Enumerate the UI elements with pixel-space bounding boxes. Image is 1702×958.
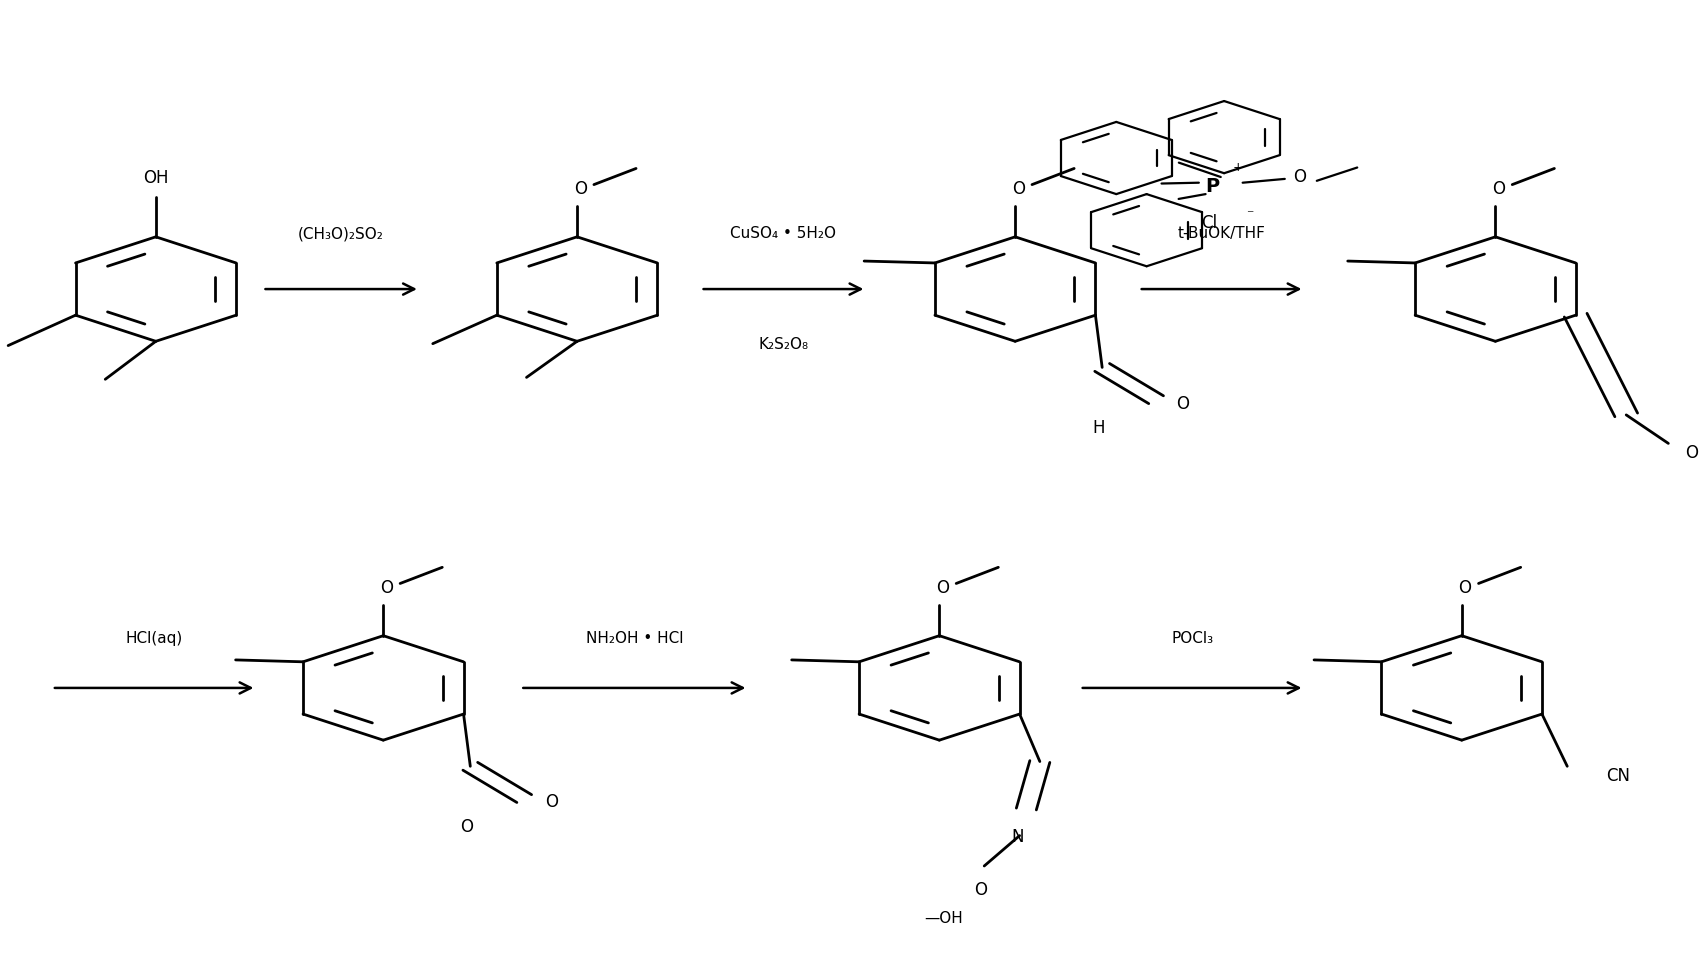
Text: N: N	[1011, 829, 1025, 847]
Text: K₂S₂O₈: K₂S₂O₈	[759, 336, 808, 352]
Text: H: H	[1093, 420, 1105, 437]
Text: Cl: Cl	[1202, 214, 1217, 232]
Text: O: O	[574, 180, 587, 198]
Text: OH: OH	[143, 169, 168, 187]
Text: —OH: —OH	[924, 911, 963, 925]
Text: (CH₃O)₂SO₂: (CH₃O)₂SO₂	[298, 226, 385, 241]
Text: O: O	[545, 793, 558, 811]
Text: CuSO₄ • 5H₂O: CuSO₄ • 5H₂O	[730, 226, 836, 241]
Text: P: P	[1205, 177, 1219, 196]
Text: O: O	[1459, 580, 1472, 597]
Text: +: +	[1232, 161, 1242, 174]
Text: t-BuOK/THF: t-BuOK/THF	[1178, 226, 1266, 241]
Text: O: O	[974, 880, 987, 899]
Text: O: O	[1685, 444, 1699, 462]
Text: O: O	[1013, 180, 1025, 198]
Text: O: O	[380, 580, 393, 597]
Text: POCl₃: POCl₃	[1171, 631, 1214, 646]
Text: HCl(aq): HCl(aq)	[126, 631, 182, 646]
Text: NH₂OH • HCl: NH₂OH • HCl	[585, 631, 683, 646]
Text: O: O	[461, 818, 473, 836]
Text: O: O	[1294, 168, 1307, 186]
Text: O: O	[1176, 395, 1190, 413]
Text: CN: CN	[1605, 766, 1631, 785]
Text: O: O	[1493, 180, 1505, 198]
Text: ⁻: ⁻	[1246, 208, 1253, 222]
Text: O: O	[936, 580, 950, 597]
